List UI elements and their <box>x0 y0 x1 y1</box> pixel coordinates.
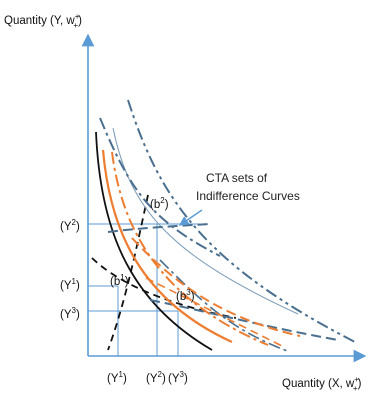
curve-b2-flat-dashed-steel <box>107 223 211 233</box>
curve-b3-dashed-steel <box>149 299 339 341</box>
curve-b2-thin-steel <box>112 127 299 315</box>
x-tick-label-3: (Y3) <box>168 370 188 385</box>
x-tick-label-2: (Y2) <box>146 370 166 385</box>
curve-b2-dashdot-steel <box>99 117 221 257</box>
annotation-line-2: Indifference Curves <box>196 189 300 203</box>
x-axis-label: Quantity (X, w+ +) <box>282 375 362 393</box>
curve-b3-dashdot-steel <box>159 259 291 353</box>
curve-b1-dashed-black-flat <box>91 257 237 319</box>
y-axis-label: Quantity (Y, w+ +) <box>4 12 82 30</box>
annotation-arrow <box>178 209 203 226</box>
annotation-line-1: CTA sets of <box>206 171 268 185</box>
point-label-b1: (b1) <box>110 273 129 288</box>
curve-b1-solid-black <box>95 131 213 351</box>
curve-orange-solid <box>101 149 233 344</box>
curve-orange-dashed <box>131 237 301 337</box>
point-label-b3: (b3) <box>176 288 195 303</box>
x-tick-label-1: (Y1) <box>107 370 127 385</box>
curve-b1-dashed-black-steep <box>107 194 149 351</box>
curve-outer-dashdotdot-steel <box>127 99 356 343</box>
y-tick-label-1: (Y1) <box>60 277 80 292</box>
y-tick-label-2: (Y2) <box>60 218 80 233</box>
point-label-b2: (b2) <box>150 196 169 211</box>
y-tick-label-3: (Y3) <box>60 306 80 321</box>
curve-orange-dashed-short <box>145 277 283 347</box>
